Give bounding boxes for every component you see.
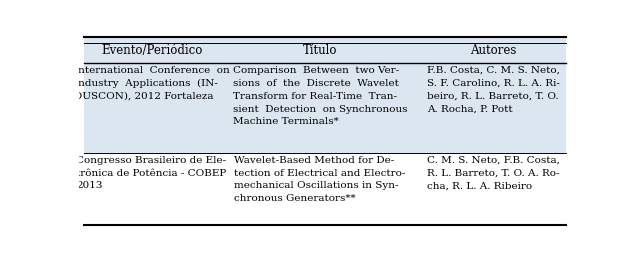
Text: International  Conference  on
Industry  Applications  (IN-
DUSCON), 2012 Fortale: International Conference on Industry App… xyxy=(74,66,230,101)
Text: F.B. Costa, C. M. S. Neto,
S. F. Carolino, R. L. A. Ri-
beiro, R. L. Barreto, T.: F.B. Costa, C. M. S. Neto, S. F. Carolin… xyxy=(427,66,560,113)
Bar xyxy=(84,37,566,63)
Bar xyxy=(84,153,566,225)
Text: Título: Título xyxy=(303,44,337,56)
Text: Autores: Autores xyxy=(470,44,517,56)
Text: Comparison  Between  two Ver-
sions  of  the  Discrete  Wavelet
Transform for Re: Comparison Between two Ver- sions of the… xyxy=(233,66,408,126)
Bar xyxy=(84,63,566,153)
Text: Wavelet-Based Method for De-
tection of Electrical and Electro-
mechanical Oscil: Wavelet-Based Method for De- tection of … xyxy=(235,156,406,203)
Text: C. M. S. Neto, F.B. Costa,
R. L. Barreto, T. O. A. Ro-
cha, R. L. A. Ribeiro: C. M. S. Neto, F.B. Costa, R. L. Barreto… xyxy=(427,156,560,190)
Text: Congresso Brasileiro de Ele-
trônica de Potência - COBEP
2013: Congresso Brasileiro de Ele- trônica de … xyxy=(77,156,227,190)
Text: Evento/Periódico: Evento/Periódico xyxy=(101,44,202,56)
